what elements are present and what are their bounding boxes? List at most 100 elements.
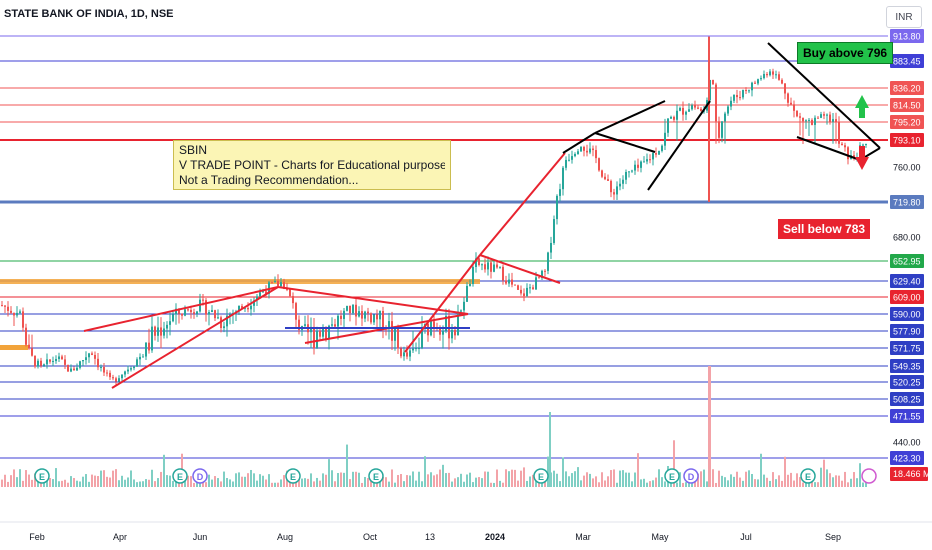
- candle-body: [298, 319, 300, 330]
- candle-body: [817, 117, 819, 119]
- candle-body: [829, 114, 831, 122]
- candle-body: [844, 145, 846, 148]
- candle-body: [739, 97, 741, 99]
- candle-body: [112, 377, 114, 379]
- candle-body: [202, 299, 204, 301]
- volume-bar: [142, 481, 144, 487]
- candle-body: [655, 153, 657, 155]
- price-level-label: 471.55: [893, 412, 921, 422]
- candle-body: [394, 328, 396, 341]
- volume-bar: [580, 480, 582, 487]
- candle-body: [835, 119, 837, 122]
- volume-bar: [52, 479, 54, 487]
- volume-bar: [151, 469, 153, 487]
- candle-body: [532, 287, 534, 290]
- price-level-label: 883.45: [893, 57, 921, 67]
- candle-body: [820, 114, 822, 118]
- candle-body: [388, 321, 390, 328]
- volume-bar: [334, 481, 336, 487]
- candle-body: [4, 305, 6, 307]
- candle-body: [190, 309, 192, 313]
- volume-bar: [577, 467, 579, 487]
- candle-body: [97, 358, 99, 368]
- volume-bar: [790, 472, 792, 487]
- price-level-tag: [890, 392, 924, 406]
- volume-bar: [685, 482, 687, 487]
- support-stub: [0, 345, 28, 350]
- candle-body: [7, 306, 9, 311]
- volume-bar: [322, 473, 324, 487]
- candle-body: [790, 102, 792, 105]
- candle-body: [130, 368, 132, 370]
- candle-body: [652, 153, 654, 160]
- candle-body: [811, 119, 813, 125]
- volume-bar: [526, 480, 528, 487]
- volume-bar: [169, 475, 171, 487]
- volume-bar: [418, 471, 420, 487]
- volume-bar: [460, 473, 462, 487]
- candle-body: [664, 132, 666, 146]
- volume-bar: [784, 456, 786, 487]
- volume-bar: [103, 470, 105, 487]
- volume-label: 18.466 M: [893, 469, 931, 479]
- volume-bar: [559, 481, 561, 487]
- candle-body: [25, 327, 27, 345]
- candle-body: [364, 311, 366, 319]
- candle-body: [583, 147, 585, 151]
- candle-body: [667, 118, 669, 133]
- volume-bar: [226, 477, 228, 487]
- candle-body: [802, 117, 804, 122]
- candle-body: [748, 90, 750, 92]
- volume-bar: [22, 480, 24, 487]
- candle-body: [628, 171, 630, 173]
- candle-body: [367, 311, 369, 314]
- volume-bar: [589, 473, 591, 487]
- candle-body: [526, 287, 528, 297]
- volume-bar: [85, 474, 87, 487]
- candle-body: [253, 300, 255, 306]
- candle-body: [478, 258, 480, 266]
- candle-body: [682, 107, 684, 115]
- candle-body: [325, 328, 327, 340]
- volume-bar: [394, 482, 396, 487]
- volume-bar: [496, 469, 498, 487]
- currency-button[interactable]: INR: [886, 6, 922, 28]
- volume-bar: [499, 480, 501, 487]
- volume-bar: [708, 366, 711, 487]
- price-level-tag: [890, 375, 924, 389]
- candle-body: [565, 159, 567, 168]
- price-level-tag: [890, 81, 924, 95]
- candle-body: [712, 80, 714, 85]
- candle-body: [586, 150, 588, 153]
- candle-body: [64, 359, 66, 365]
- volume-bar: [310, 473, 312, 487]
- candle-body: [400, 348, 402, 357]
- candle-body: [517, 285, 519, 290]
- candle-body: [451, 329, 453, 339]
- volume-bar: [549, 412, 551, 487]
- candle-body: [28, 344, 30, 349]
- candle-body: [124, 371, 126, 375]
- volume-bar: [94, 475, 96, 487]
- candle-body: [622, 179, 624, 184]
- candle-body: [343, 310, 345, 319]
- candle-body: [775, 74, 777, 76]
- price-level-label: 795.20: [893, 118, 921, 128]
- volume-bar: [250, 469, 252, 487]
- candle-body: [322, 328, 324, 337]
- price-level-label: 719.80: [893, 198, 921, 208]
- volume-bar: [721, 475, 723, 487]
- candle-body: [769, 71, 771, 76]
- volume-bar: [616, 482, 618, 487]
- volume-bar: [397, 475, 399, 487]
- candle-body: [115, 378, 117, 382]
- chart-title: STATE BANK OF INDIA, 1D, NSE: [4, 8, 174, 20]
- sell-label: Sell below 783: [778, 219, 871, 239]
- volume-bar: [583, 475, 585, 487]
- candle-body: [355, 304, 357, 317]
- volume-bar: [505, 469, 507, 487]
- candle-body: [262, 291, 264, 293]
- volume-bar: [760, 453, 762, 487]
- candle-body: [43, 364, 45, 366]
